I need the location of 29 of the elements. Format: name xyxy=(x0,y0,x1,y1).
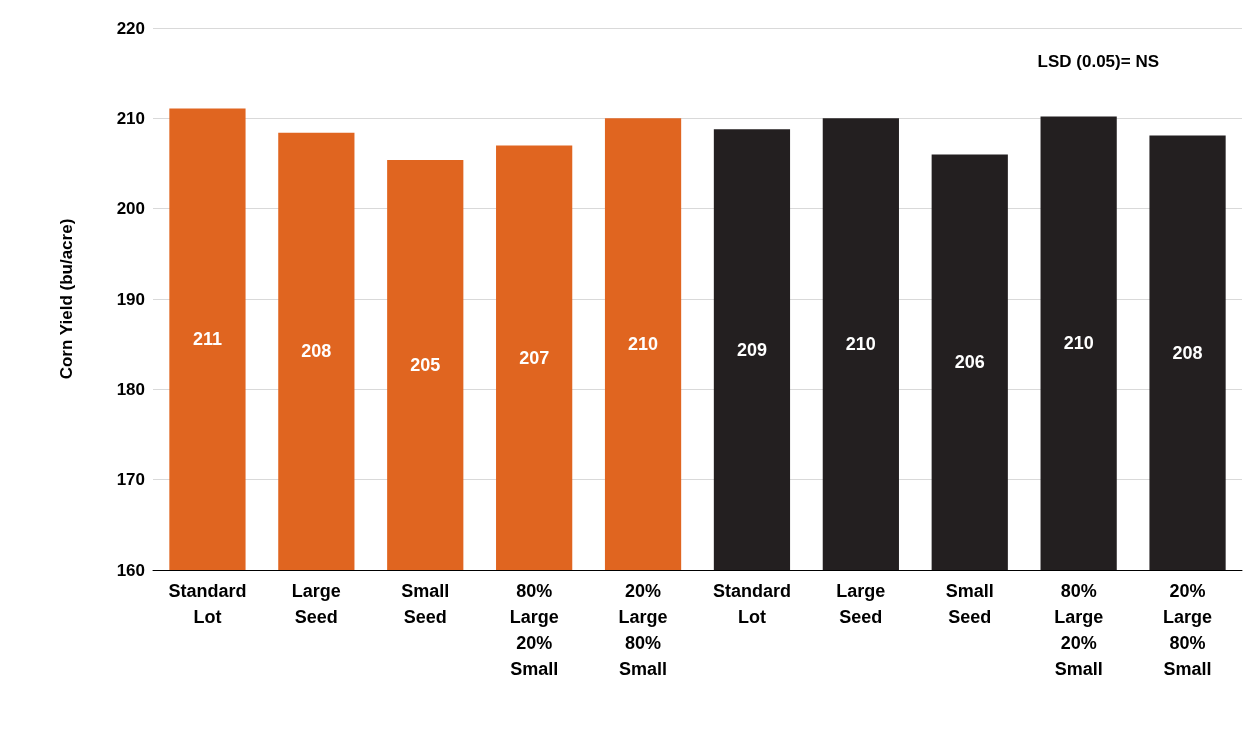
x-tick-label: 80% Large 20% Small xyxy=(1054,581,1104,679)
x-tick-label: Standard Lot xyxy=(168,581,247,627)
data-label: 207 xyxy=(519,347,550,368)
data-label: 208 xyxy=(1172,342,1203,363)
x-tick-label: 20% Large 80% Small xyxy=(618,581,668,679)
data-label: 209 xyxy=(736,339,767,360)
y-axis-title: Corn Yield (bu/acre) xyxy=(57,218,76,380)
x-tick-label: 80% Large 20% Small xyxy=(509,581,559,679)
x-tick-label: 20% Large 80% Small xyxy=(1163,581,1213,679)
y-tick-label: 180 xyxy=(116,379,145,399)
y-tick-label: 170 xyxy=(116,470,145,490)
y-tick-label: 220 xyxy=(116,18,145,38)
x-tick-label: Standard Lot xyxy=(712,581,791,627)
data-label: 210 xyxy=(628,334,659,355)
x-tick-label: Small Seed xyxy=(945,581,994,627)
data-label: 206 xyxy=(954,352,985,373)
y-tick-label: 200 xyxy=(116,199,145,219)
data-label: 205 xyxy=(410,354,441,375)
annotation: LSD (0.05)= NS xyxy=(1037,52,1160,71)
y-tick-label: 160 xyxy=(116,560,145,580)
x-tick-label: Large Seed xyxy=(291,581,341,627)
data-label: 211 xyxy=(192,329,222,350)
x-tick-label: Large Seed xyxy=(836,581,886,627)
y-tick-label: 190 xyxy=(116,289,145,309)
data-label: 208 xyxy=(301,341,332,362)
data-label: 210 xyxy=(1063,333,1094,354)
y-tick-label: 210 xyxy=(116,108,145,128)
data-label: 210 xyxy=(845,334,876,355)
x-tick-label: Small Seed xyxy=(401,581,450,627)
